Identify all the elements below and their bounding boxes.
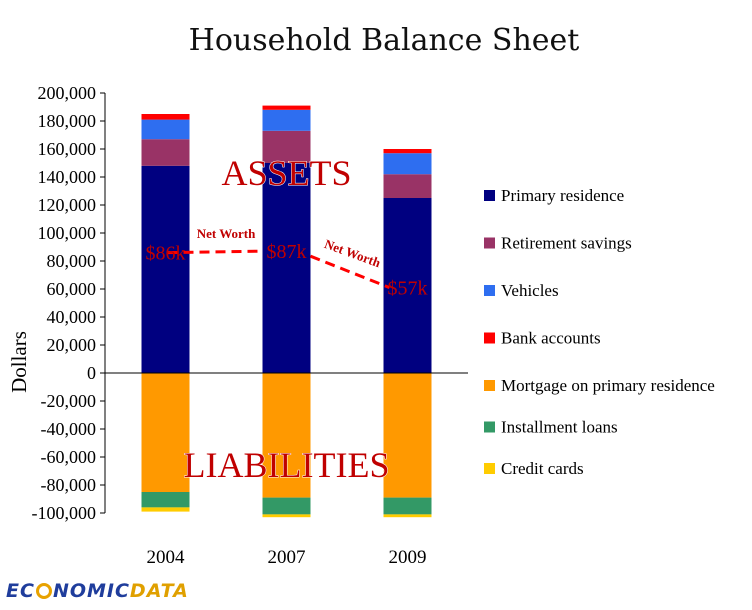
bar-segment [262, 105, 311, 110]
y-tick-label: -80,000 [41, 475, 97, 495]
bar-segment [383, 198, 432, 373]
logo-suffix: DATA [129, 580, 189, 602]
y-tick-label: 60,000 [47, 279, 97, 299]
legend-swatch [484, 332, 495, 344]
net-worth-value: $57k [388, 278, 428, 300]
x-tick-label: 2004 [147, 547, 186, 568]
bar-segment [262, 497, 311, 515]
y-tick-label: 0 [87, 363, 96, 383]
bar-segment [383, 514, 432, 518]
bar-segment [141, 373, 190, 492]
y-tick-label: -40,000 [41, 419, 97, 439]
legend-label: Installment loans [501, 418, 618, 437]
y-tick-label: 40,000 [47, 307, 97, 327]
bar-segment [262, 163, 311, 373]
bar-segment [141, 114, 190, 120]
assets-label: ASSETS [221, 153, 351, 193]
bar-segment [383, 149, 432, 154]
net-worth-value: $86k [146, 243, 186, 265]
y-tick-label: 100,000 [38, 223, 97, 243]
bar-segment [141, 165, 190, 373]
x-tick-label: 2007 [268, 547, 306, 568]
bar-segment [262, 109, 311, 131]
bar-segment [383, 497, 432, 515]
bar-segment [141, 139, 190, 166]
bar-segment [383, 373, 432, 498]
net-worth-caption: Net Worth [197, 226, 256, 241]
x-tick-label: 2009 [389, 547, 427, 568]
y-axis-label: Dollars [7, 331, 31, 393]
economicdata-logo: EC NOMICDATA [6, 580, 189, 602]
y-tick-label: 180,000 [38, 111, 97, 131]
legend-swatch [484, 463, 495, 474]
legend-label: Bank accounts [501, 329, 601, 348]
logo-prefix: EC [6, 580, 35, 602]
bar-segment [262, 514, 311, 518]
legend-swatch [484, 421, 495, 433]
bar-segment [141, 507, 190, 512]
y-tick-label: 120,000 [38, 195, 97, 215]
legend-label: Vehicles [501, 281, 559, 300]
logo-middle: NOMIC [52, 580, 130, 602]
chart-title: Household Balance Sheet [189, 23, 580, 58]
legend-label: Primary residence [501, 186, 624, 205]
net-worth-line [309, 254, 391, 289]
liabilities-label: LIABILITIES [184, 445, 390, 485]
legend-swatch [484, 237, 495, 249]
bar-segment [383, 153, 432, 175]
logo-o-icon [35, 583, 52, 599]
bar-segment [262, 373, 311, 498]
bar-segment [262, 130, 311, 163]
legend-swatch [484, 380, 495, 391]
legend-label: Retirement savings [501, 234, 632, 253]
bar-segment [383, 174, 432, 198]
legend-swatch [484, 285, 495, 296]
bar-segment [141, 492, 190, 508]
y-tick-label: -60,000 [41, 447, 97, 467]
bar-segment [141, 119, 190, 140]
y-tick-label: 140,000 [38, 167, 97, 187]
y-tick-label: -100,000 [32, 503, 97, 523]
y-tick-label: 20,000 [47, 335, 97, 355]
y-tick-label: 160,000 [38, 139, 97, 159]
legend-label: Credit cards [501, 459, 584, 478]
legend-label: Mortgage on primary residence [501, 376, 715, 395]
y-tick-label: 200,000 [38, 83, 97, 103]
y-tick-label: -20,000 [41, 391, 97, 411]
net-worth-value: $87k [267, 241, 307, 263]
y-tick-label: 80,000 [47, 251, 97, 271]
legend-swatch [484, 190, 495, 201]
